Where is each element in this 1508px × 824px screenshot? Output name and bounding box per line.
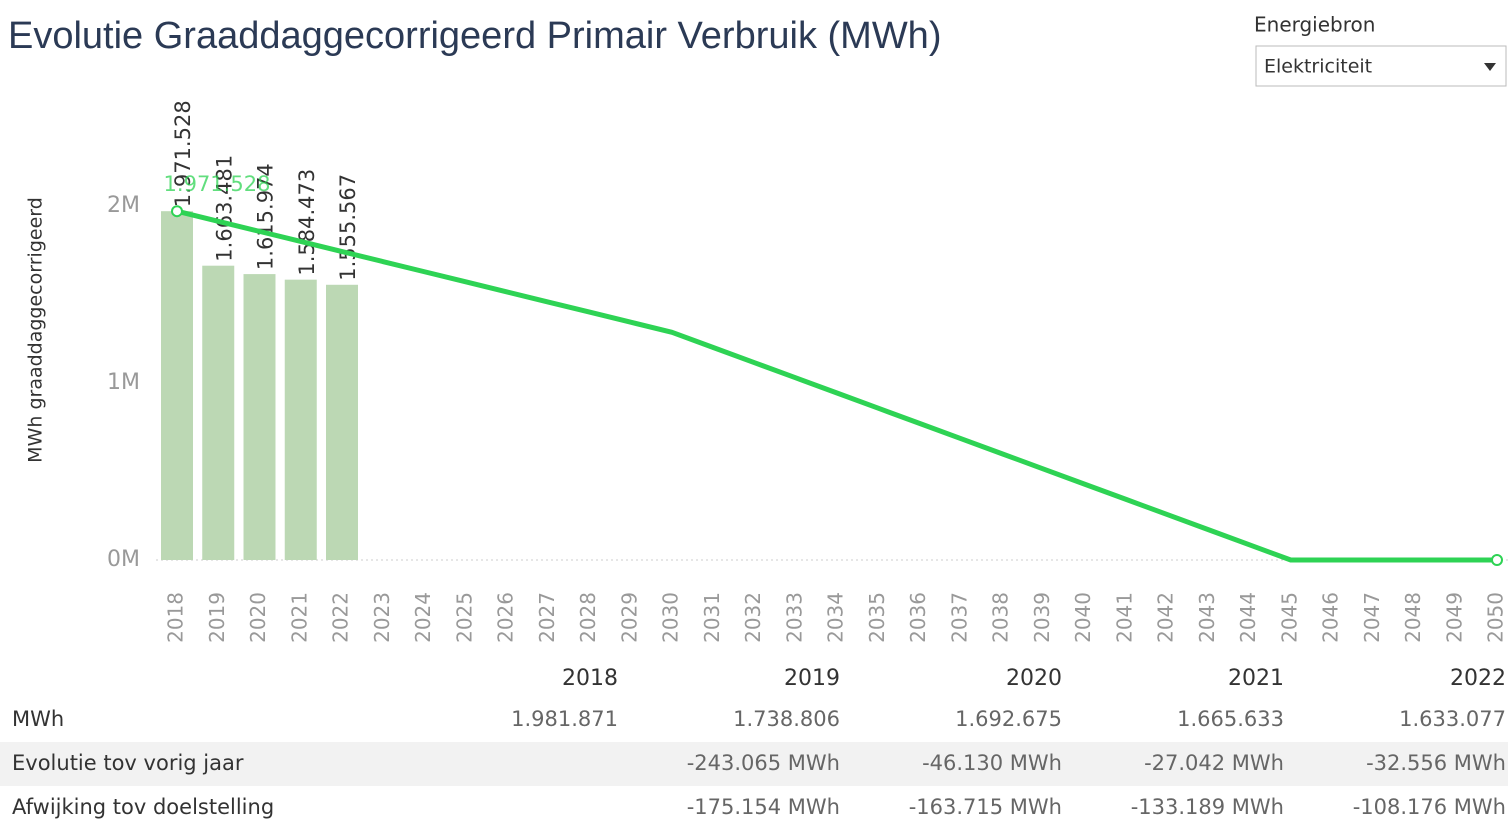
table-cell: 1.692.675 bbox=[955, 707, 1062, 731]
x-tick-label: 2048 bbox=[1401, 592, 1425, 643]
x-tick-label: 2033 bbox=[782, 592, 806, 643]
table-row-label: Evolutie tov vorig jaar bbox=[12, 751, 244, 775]
x-tick-label: 2019 bbox=[205, 592, 229, 643]
table-cell: 1.981.871 bbox=[511, 707, 618, 731]
dropdown-box[interactable] bbox=[1255, 45, 1507, 87]
bar-value-label: 1.555.567 bbox=[336, 174, 360, 281]
x-tick-label: 2020 bbox=[246, 592, 270, 643]
x-tick-label: 2035 bbox=[865, 592, 889, 643]
y-axis-label: MWh graaddaggecorrigeerd bbox=[25, 197, 47, 463]
x-tick-label: 2032 bbox=[741, 592, 765, 643]
y-tick-label: 1M bbox=[107, 370, 140, 395]
table-cell: 1.633.077 bbox=[1399, 707, 1506, 731]
x-tick-label: 2046 bbox=[1319, 592, 1343, 643]
x-tick-label: 2039 bbox=[1030, 592, 1054, 643]
target-line bbox=[176, 208, 1497, 563]
x-tick-label: 2027 bbox=[535, 592, 559, 643]
table-cell: -175.154 MWh bbox=[687, 795, 840, 819]
bar bbox=[326, 284, 358, 560]
y-tick-label: 0M bbox=[107, 547, 140, 572]
table-cell: -27.042 MWh bbox=[1144, 751, 1284, 775]
x-tick-label: 2038 bbox=[989, 592, 1013, 643]
x-tick-label: 2036 bbox=[906, 592, 930, 643]
x-tick-label: 2026 bbox=[494, 592, 518, 643]
x-tick-label: 2030 bbox=[659, 592, 683, 643]
x-tick-label: 2018 bbox=[164, 592, 188, 643]
bar bbox=[243, 274, 276, 560]
table-cell: -108.176 MWh bbox=[1353, 795, 1506, 819]
x-tick-label: 2045 bbox=[1277, 592, 1301, 643]
line-value-label: 1.971.528 bbox=[164, 172, 271, 196]
bar-value-label: 1.584.473 bbox=[295, 169, 319, 276]
x-tick-label: 2049 bbox=[1442, 592, 1466, 643]
x-tick-label: 2050 bbox=[1484, 592, 1508, 643]
x-tick-label: 2028 bbox=[576, 592, 600, 643]
table-column-header: 2019 bbox=[784, 666, 840, 691]
table-row-label: Afwijking tov doelstelling bbox=[12, 795, 274, 819]
x-tick-label: 2034 bbox=[824, 592, 848, 643]
table-row-band bbox=[0, 742, 1508, 786]
x-tick-label: 2029 bbox=[617, 592, 641, 643]
x-tick-label: 2022 bbox=[329, 592, 353, 643]
line-end-marker bbox=[1491, 554, 1503, 566]
table-column-header: 2020 bbox=[1006, 666, 1062, 691]
bar bbox=[284, 279, 317, 560]
x-tick-label: 2023 bbox=[370, 592, 394, 643]
x-tick-label: 2044 bbox=[1236, 592, 1260, 643]
table-cell: 1.665.633 bbox=[1177, 707, 1284, 731]
x-tick-label: 2047 bbox=[1360, 592, 1384, 643]
bar-value-label: 1.663.481 bbox=[212, 155, 236, 262]
x-tick-label: 2041 bbox=[1112, 592, 1136, 643]
x-tick-label: 2042 bbox=[1154, 592, 1178, 643]
bar-value-label: 1.971.528 bbox=[171, 100, 195, 207]
x-tick-label: 2043 bbox=[1195, 592, 1219, 643]
dropdown-value[interactable]: Elektriciteit bbox=[1264, 56, 1372, 78]
y-tick-label: 2M bbox=[107, 193, 140, 218]
table-cell: -32.556 MWh bbox=[1366, 751, 1506, 775]
table-cell: -46.130 MWh bbox=[922, 751, 1062, 775]
table-column-header: 2022 bbox=[1450, 666, 1506, 691]
table-cell: -243.065 MWh bbox=[687, 751, 840, 775]
table-column-header: 2021 bbox=[1228, 666, 1284, 691]
filter-dropdown[interactable]: Elektriciteit bbox=[1255, 45, 1507, 87]
x-tick-label: 2024 bbox=[411, 592, 435, 643]
bar bbox=[161, 211, 193, 560]
x-tick-label: 2040 bbox=[1071, 592, 1095, 643]
table-cell: -163.715 MWh bbox=[909, 795, 1062, 819]
bar bbox=[202, 265, 235, 560]
chart-title: Evolutie Graaddaggecorrigeerd Primair Ve… bbox=[8, 15, 941, 57]
x-tick-label: 2025 bbox=[452, 592, 476, 643]
x-tick-label: 2037 bbox=[947, 592, 971, 643]
filter-label: Energiebron bbox=[1254, 13, 1375, 37]
x-tick-label: 2021 bbox=[287, 592, 311, 643]
table-row-label: MWh bbox=[12, 707, 64, 731]
bar-value-label: 1.615.974 bbox=[254, 163, 278, 270]
table-cell: -133.189 MWh bbox=[1131, 795, 1284, 819]
x-tick-label: 2031 bbox=[700, 592, 724, 643]
table-cell: 1.738.806 bbox=[733, 707, 840, 731]
table-column-header: 2018 bbox=[562, 666, 618, 691]
dropdown-arrow[interactable] bbox=[1484, 63, 1496, 71]
line-end-marker bbox=[171, 205, 183, 218]
